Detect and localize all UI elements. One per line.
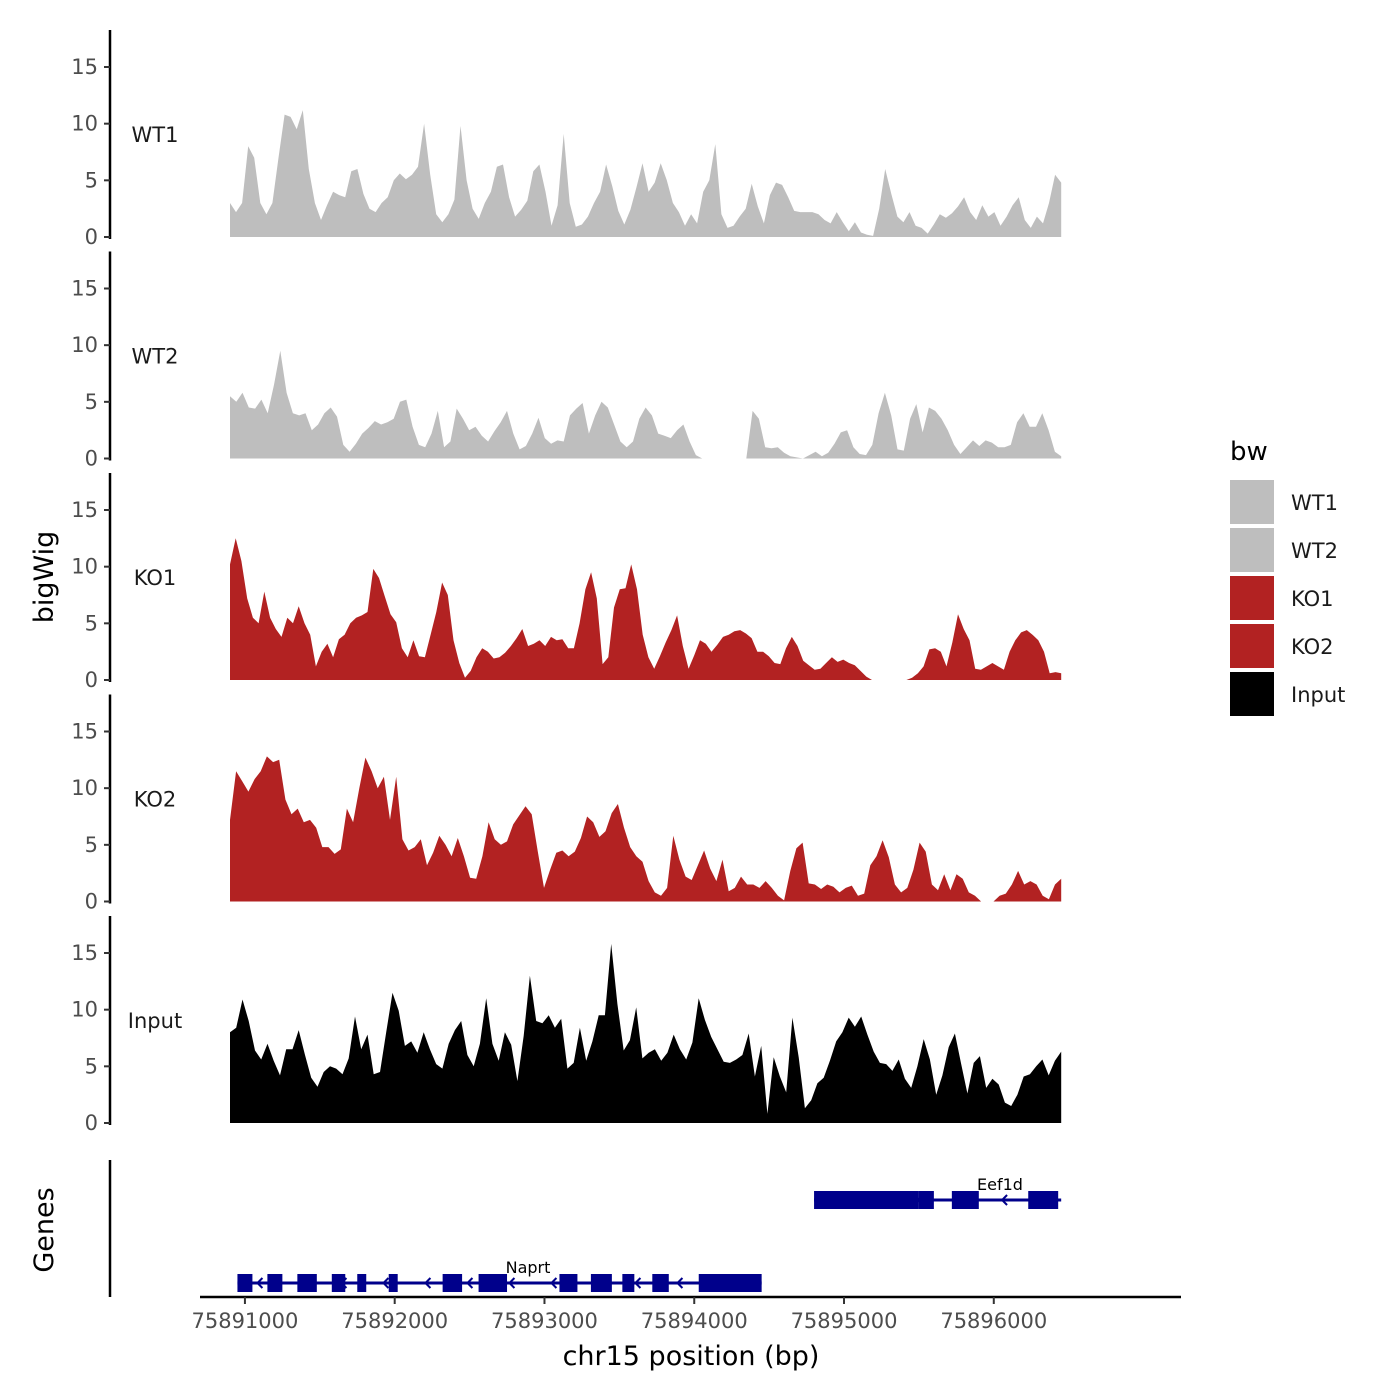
gene-exon xyxy=(1028,1191,1059,1209)
legend-label-wt1: WT1 xyxy=(1291,491,1338,515)
coverage-area-wt2 xyxy=(230,350,1062,459)
y-tick-label: 15 xyxy=(71,498,98,522)
y-tick-label: 15 xyxy=(71,55,98,79)
y-tick-label: 5 xyxy=(85,1054,98,1078)
track-panel-wt1: 0 5 10 15 WT1 xyxy=(71,30,1062,249)
y-tick-label: 15 xyxy=(71,941,98,965)
y-tick-label: 10 xyxy=(71,333,98,357)
strand-arrow-icon xyxy=(1000,1194,1008,1206)
legend-label-ko2: KO2 xyxy=(1291,635,1334,659)
strand-arrow-icon xyxy=(256,1277,264,1289)
strand-arrow-icon xyxy=(508,1277,516,1289)
track-label: WT2 xyxy=(132,345,179,369)
x-tick-label: 75895000 xyxy=(791,1309,898,1333)
track-label: KO2 xyxy=(134,788,177,812)
x-tick-label: 75896000 xyxy=(940,1309,1047,1333)
strand-arrow-icon xyxy=(550,1277,558,1289)
coverage-area-ko2 xyxy=(230,756,1062,902)
y-tick-label: 0 xyxy=(85,225,98,249)
y-tick-label: 10 xyxy=(71,776,98,800)
gene-exon xyxy=(357,1274,367,1292)
gene-exon xyxy=(951,1191,979,1209)
x-tick-label: 75892000 xyxy=(341,1309,448,1333)
coverage-area-wt1 xyxy=(230,110,1062,237)
genes-axis-title: Genes xyxy=(29,1187,60,1272)
gene-exon xyxy=(442,1274,463,1292)
x-tick-label: 75893000 xyxy=(491,1309,598,1333)
gene-exon xyxy=(478,1274,508,1292)
legend-swatch-ko1 xyxy=(1230,576,1274,620)
coverage-area-ko1 xyxy=(230,538,1062,680)
strand-arrow-icon xyxy=(382,1277,390,1289)
legend-label-wt2: WT2 xyxy=(1291,539,1338,563)
legend-swatch-wt2 xyxy=(1230,528,1274,572)
gene-exon xyxy=(590,1274,612,1292)
y-tick-label: 5 xyxy=(85,611,98,635)
strand-arrow-icon xyxy=(424,1277,432,1289)
track-label: WT1 xyxy=(132,123,179,147)
legend-label-input: Input xyxy=(1291,683,1345,707)
track-panel-wt2: 0 5 10 15 WT2 xyxy=(71,251,1062,471)
y-tick-label: 10 xyxy=(71,112,98,136)
y-tick-label: 0 xyxy=(85,1111,98,1135)
gene-eef1d: Eef1d xyxy=(814,1175,1062,1209)
gene-exon xyxy=(237,1274,253,1292)
y-tick-label: 0 xyxy=(85,668,98,692)
y-tick-label: 10 xyxy=(71,998,98,1022)
strand-arrow-icon xyxy=(676,1277,684,1289)
x-tick-label: 75891000 xyxy=(191,1309,298,1333)
y-tick-label: 5 xyxy=(85,390,98,414)
gene-exon xyxy=(388,1274,398,1292)
x-tick-label: 75894000 xyxy=(641,1309,748,1333)
y-tick-label: 5 xyxy=(85,833,98,857)
track-panel-ko2: 0 5 10 15 KO2 xyxy=(71,694,1062,914)
legend-swatch-ko2 xyxy=(1230,624,1274,668)
y-axis-title: bigWig xyxy=(29,531,60,624)
gene-exon xyxy=(267,1274,283,1292)
legend-title: bw xyxy=(1230,437,1268,467)
gene-exon xyxy=(331,1274,346,1292)
gene-label: Eef1d xyxy=(977,1175,1023,1194)
strand-arrow-icon xyxy=(466,1277,474,1289)
gene-exon xyxy=(918,1191,934,1209)
legend-swatch-wt1 xyxy=(1230,480,1274,524)
y-tick-label: 5 xyxy=(85,168,98,192)
y-tick-label: 15 xyxy=(71,277,98,301)
legend-swatch-input xyxy=(1230,672,1274,716)
x-axis-title: chr15 position (bp) xyxy=(563,1341,820,1372)
gene-label: Naprt xyxy=(506,1258,551,1277)
gene-exon xyxy=(698,1274,762,1292)
y-tick-label: 15 xyxy=(71,720,98,744)
plot-area: 0 5 10 15 WT1 0 5 10 15 WT2 0 5 10 15 KO1 0 5 10 15 KO2 0 5 10… xyxy=(71,30,1181,1333)
gene-exon xyxy=(622,1274,635,1292)
gene-naprt: Naprt xyxy=(237,1258,762,1292)
track-panel-input: 0 5 10 15 Input xyxy=(71,916,1062,1135)
genes-panel: Naprt Eef1d xyxy=(108,1160,1062,1297)
gene-exon xyxy=(559,1274,578,1292)
gene-exon xyxy=(814,1191,919,1209)
gene-exon xyxy=(297,1274,317,1292)
legend-label-ko1: KO1 xyxy=(1291,587,1334,611)
y-tick-label: 0 xyxy=(85,890,98,914)
coverage-area-input xyxy=(230,943,1062,1123)
y-tick-label: 10 xyxy=(71,555,98,579)
strand-arrow-icon xyxy=(634,1277,642,1289)
track-label: KO1 xyxy=(134,566,177,590)
legend: WT1 WT2 KO1 KO2 Input xyxy=(1230,480,1345,716)
y-tick-label: 0 xyxy=(85,447,98,471)
track-label: Input xyxy=(128,1009,182,1033)
gene-exon xyxy=(652,1274,669,1292)
track-panel-ko1: 0 5 10 15 KO1 xyxy=(71,473,1062,692)
x-axis: 75891000 75892000 75893000 75894000 75895000… xyxy=(191,1295,1181,1333)
